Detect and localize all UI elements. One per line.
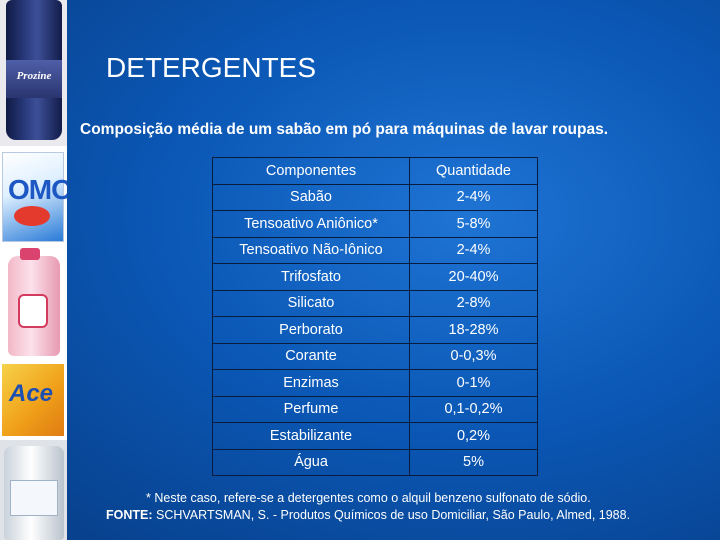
table-row: Trifosfato 20-40%: [212, 263, 538, 291]
table-row: Tensoativo Aniônico* 5-8%: [212, 210, 538, 238]
header-componentes: Componentes: [212, 157, 410, 185]
table-header-row: Componentes Quantidade: [212, 157, 538, 185]
quantity-cell: 18-28%: [409, 316, 538, 344]
quantity-cell: 0,2%: [409, 422, 538, 450]
quantity-cell: 0-1%: [409, 369, 538, 397]
product-image-ace-box: Ace: [0, 360, 67, 438]
product-images-strip: Prozine OMO Ace: [0, 0, 67, 540]
product-image-blue-jug: Prozine: [0, 0, 67, 146]
source-citation: FONTE: SCHVARTSMAN, S. - Produtos Químic…: [106, 508, 630, 522]
quantity-cell: 5%: [409, 448, 538, 476]
quantity-cell: 0,1-0,2%: [409, 395, 538, 423]
table-row: Corante 0-0,3%: [212, 342, 538, 370]
composition-table: Componentes Quantidade Sabão 2-4% Tensoa…: [212, 157, 538, 476]
source-text: SCHVARTSMAN, S. - Produtos Químicos de u…: [152, 508, 631, 522]
source-label: FONTE:: [106, 508, 153, 522]
component-cell: Perfume: [212, 395, 410, 423]
table-row: Silicato 2-8%: [212, 289, 538, 317]
component-cell: Tensoativo Aniônico*: [212, 210, 410, 238]
quantity-cell: 2-8%: [409, 289, 538, 317]
table-row: Perborato 18-28%: [212, 316, 538, 344]
quantity-cell: 2-4%: [409, 236, 538, 264]
quantity-cell: 2-4%: [409, 183, 538, 211]
component-cell: Perborato: [212, 316, 410, 344]
quantity-cell: 20-40%: [409, 263, 538, 291]
component-cell: Estabilizante: [212, 422, 410, 450]
component-cell: Corante: [212, 342, 410, 370]
product-label: Ace: [9, 380, 54, 407]
component-cell: Tensoativo Não-Iônico: [212, 236, 410, 264]
component-cell: Enzimas: [212, 369, 410, 397]
product-image-pink-bottle: [0, 248, 67, 358]
table-row: Sabão 2-4%: [212, 183, 538, 211]
header-quantidade: Quantidade: [409, 157, 538, 185]
component-cell: Água: [212, 448, 410, 476]
product-image-white-jug: [0, 440, 67, 540]
product-image-omo-box: OMO: [0, 148, 67, 246]
table-row: Água 5%: [212, 448, 538, 476]
slide-subtitle: Composição média de um sabão em pó para …: [80, 121, 609, 138]
product-label: Prozine: [6, 60, 62, 98]
quantity-cell: 0-0,3%: [409, 342, 538, 370]
product-label: OMO: [8, 174, 67, 205]
component-cell: Silicato: [212, 289, 410, 317]
table-row: Perfume 0,1-0,2%: [212, 395, 538, 423]
component-cell: Sabão: [212, 183, 410, 211]
table-row: Estabilizante 0,2%: [212, 422, 538, 450]
table-row: Tensoativo Não-Iônico 2-4%: [212, 236, 538, 264]
component-cell: Trifosfato: [212, 263, 410, 291]
quantity-cell: 5-8%: [409, 210, 538, 238]
footnote: * Neste caso, refere-se a detergentes co…: [146, 491, 591, 505]
table-row: Enzimas 0-1%: [212, 369, 538, 397]
slide-title: DETERGENTES: [106, 52, 317, 83]
